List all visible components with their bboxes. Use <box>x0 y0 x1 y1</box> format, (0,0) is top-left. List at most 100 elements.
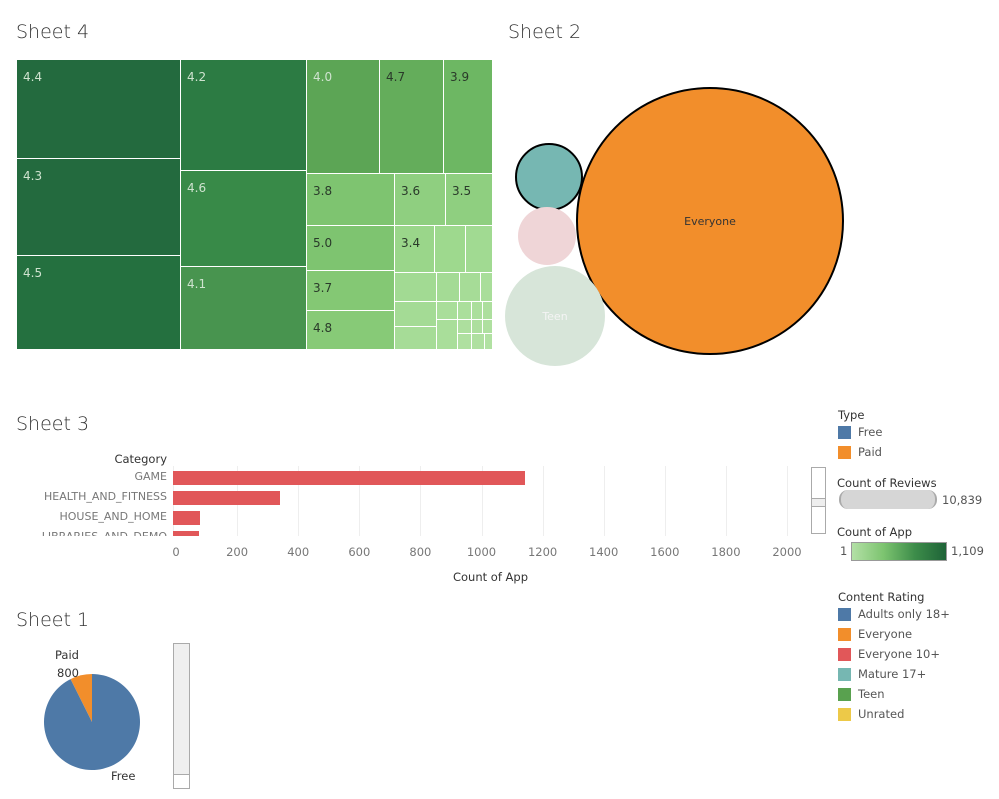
treemap-cell[interactable] <box>395 327 437 350</box>
bubble-label: Everyone <box>684 215 736 228</box>
pie-slice-free[interactable] <box>44 674 141 770</box>
category-label: HEALTH_AND_FITNESS <box>43 490 167 503</box>
scroll-thumb[interactable] <box>174 774 189 788</box>
treemap-cell[interactable] <box>458 334 472 350</box>
treemap-cell[interactable] <box>472 334 485 350</box>
swatch <box>838 425 851 439</box>
legend-label: Everyone 10+ <box>858 647 941 661</box>
treemap-cell[interactable]: 4.8 <box>307 311 395 350</box>
treemap-cell[interactable] <box>472 320 483 334</box>
treemap-cell[interactable]: 5.0 <box>307 226 395 271</box>
count-app-max: 1,109 <box>951 544 984 558</box>
legend-label: Free <box>858 425 883 439</box>
category-label: HOUSE_AND_HOME <box>59 510 167 523</box>
pie-slice-paid[interactable] <box>70 674 92 722</box>
paid-value: 800 <box>57 666 79 680</box>
treemap-cell[interactable]: 3.5 <box>446 174 493 226</box>
treemap-cell[interactable]: 3.6 <box>395 174 446 226</box>
legend-title: Type <box>838 408 865 422</box>
treemap-cell[interactable]: 3.9 <box>444 60 493 174</box>
gridline <box>420 466 422 536</box>
legend-label: Adults only 18+ <box>858 607 950 621</box>
legend-item[interactable]: Unrated <box>838 704 950 724</box>
treemap-cell[interactable]: 4.5 <box>17 256 181 350</box>
treemap-cell[interactable] <box>481 273 493 302</box>
treemap-cell[interactable]: 4.4 <box>17 60 181 159</box>
treemap-cell[interactable] <box>437 302 458 320</box>
swatch <box>838 687 851 701</box>
legend-item[interactable]: Adults only 18+ <box>838 604 950 624</box>
x-tick-label: 0 <box>172 545 180 559</box>
gridline <box>359 466 361 536</box>
color-gradient <box>851 542 947 561</box>
scroll-thumb[interactable] <box>812 498 825 507</box>
x-tick-label: 1000 <box>466 545 497 559</box>
category-label: GAME <box>134 470 168 483</box>
treemap-cell[interactable]: 3.7 <box>307 271 395 311</box>
bubble-chart: Everyone Teen <box>505 87 844 366</box>
sheet1-title: Sheet 1 <box>16 609 90 631</box>
treemap-cell[interactable] <box>466 226 493 273</box>
bar[interactable] <box>173 511 201 525</box>
treemap-cell[interactable] <box>435 226 466 273</box>
bubble-label: Teen <box>541 310 567 323</box>
legend-item[interactable]: Paid <box>838 442 882 462</box>
sheet4-title: Sheet 4 <box>16 21 90 43</box>
treemap-cell[interactable] <box>437 273 460 302</box>
sheet3-title: Sheet 3 <box>16 413 90 435</box>
x-tick-label: 1400 <box>589 545 619 559</box>
treemap-cell[interactable]: 3.8 <box>307 174 395 226</box>
sheet2-title: Sheet 2 <box>508 21 582 43</box>
treemap-cell[interactable] <box>458 320 472 334</box>
treemap-cell[interactable] <box>483 302 493 320</box>
category-label: LIBRARIES_AND_DEMO <box>17 530 167 536</box>
x-tick-label: 1600 <box>650 545 680 559</box>
legend-label: Paid <box>858 445 882 459</box>
x-tick-label: 1800 <box>711 545 741 559</box>
treemap-cell[interactable] <box>395 273 437 302</box>
treemap-cell[interactable] <box>460 273 481 302</box>
swatch <box>838 627 851 641</box>
bar-scrollbar[interactable] <box>811 467 826 534</box>
category-header: Category <box>114 452 167 466</box>
bar[interactable] <box>173 531 199 536</box>
treemap-cell[interactable] <box>437 320 458 350</box>
treemap-cell[interactable] <box>395 302 437 327</box>
legend-item[interactable]: Mature 17+ <box>838 664 950 684</box>
treemap-cell[interactable]: 4.7 <box>380 60 444 174</box>
bubble[interactable] <box>576 87 844 355</box>
treemap-cell[interactable] <box>485 334 493 350</box>
treemap-cell[interactable]: 4.0 <box>307 60 380 174</box>
legend-item[interactable]: Everyone <box>838 624 950 644</box>
treemap-cell[interactable]: 3.4 <box>395 226 435 273</box>
bar[interactable] <box>173 491 281 505</box>
legend-label: Mature 17+ <box>858 667 927 681</box>
gridline <box>298 466 300 536</box>
legend-item[interactable]: Free <box>838 422 882 442</box>
treemap-cell[interactable]: 4.1 <box>181 267 307 350</box>
bubble[interactable] <box>515 143 583 211</box>
reviews-max: 10,839 <box>942 493 983 507</box>
paid-label: Paid <box>55 648 79 662</box>
treemap-cell[interactable]: 4.3 <box>17 159 181 256</box>
gridline <box>664 466 666 536</box>
x-tick-label: 400 <box>287 545 310 559</box>
treemap-cell[interactable]: 4.2 <box>181 60 307 171</box>
x-tick-label: 800 <box>409 545 432 559</box>
bar[interactable] <box>173 471 526 485</box>
treemap-cell[interactable] <box>472 302 483 320</box>
legend-item[interactable]: Everyone 10+ <box>838 644 950 664</box>
swatch <box>838 445 851 459</box>
swatch <box>838 607 851 621</box>
legend-label: Unrated <box>858 707 905 721</box>
treemap-cell[interactable] <box>483 320 493 334</box>
swatch <box>838 707 851 721</box>
treemap-cell[interactable] <box>458 302 472 320</box>
legend-item[interactable]: Teen <box>838 684 950 704</box>
treemap-cell[interactable]: 4.6 <box>181 171 307 267</box>
bubble[interactable] <box>505 266 605 366</box>
legend-label: Everyone <box>858 627 913 641</box>
gridline <box>725 466 727 536</box>
pie-scrollbar[interactable] <box>173 643 190 789</box>
bubble[interactable] <box>518 207 576 265</box>
